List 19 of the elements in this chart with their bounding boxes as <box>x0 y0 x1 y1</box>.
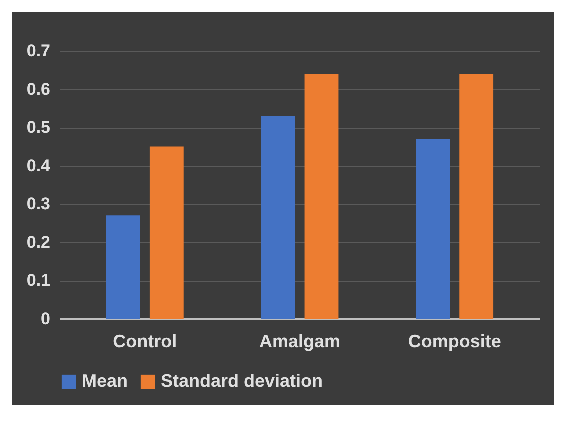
bar <box>460 74 494 319</box>
y-tick-label: 0.3 <box>26 194 50 214</box>
legend-label: Standard deviation <box>161 371 324 391</box>
x-tick-label: Control <box>113 332 178 352</box>
legend-label: Mean <box>82 371 128 391</box>
y-tick-label: 0.1 <box>26 271 50 290</box>
bar <box>304 74 339 319</box>
y-tick-label: 0 <box>41 310 50 328</box>
x-tick-label: Composite <box>408 332 502 352</box>
y-tick-label: 0.5 <box>26 118 50 138</box>
bar <box>261 116 296 319</box>
y-tick-label: 0.4 <box>26 156 52 176</box>
bar <box>150 146 184 319</box>
bar <box>106 216 140 319</box>
bar <box>416 139 450 319</box>
x-tick-label: Amalgam <box>259 332 341 352</box>
y-tick-label: 0.6 <box>26 80 50 99</box>
y-tick-label: 0.2 <box>26 232 50 252</box>
y-tick-label: 0.7 <box>26 42 50 60</box>
